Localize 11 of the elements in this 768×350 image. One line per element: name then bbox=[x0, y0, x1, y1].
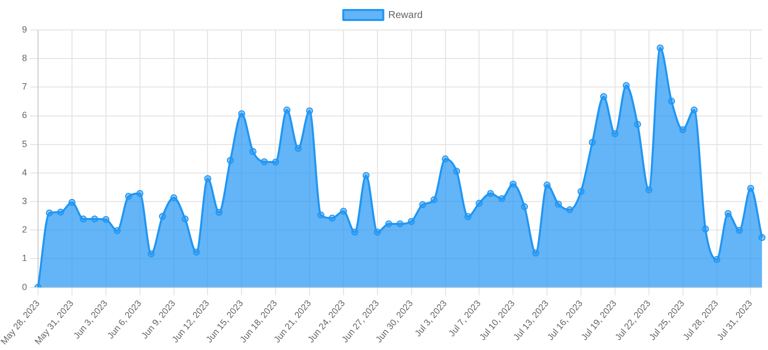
y-tick-label: 8 bbox=[22, 53, 28, 64]
y-tick-label: 4 bbox=[22, 167, 28, 178]
y-tick-label: 1 bbox=[22, 253, 28, 264]
y-tick-label: 2 bbox=[22, 224, 28, 235]
y-tick-label: 0 bbox=[22, 282, 28, 292]
y-tick-label: 6 bbox=[22, 110, 28, 120]
y-tick-label: 5 bbox=[22, 138, 28, 149]
y-tick-label: 7 bbox=[22, 82, 28, 92]
y-tick-label: 9 bbox=[22, 24, 28, 34]
y-tick-label: 3 bbox=[22, 196, 28, 206]
legend-label: Reward bbox=[388, 10, 423, 21]
